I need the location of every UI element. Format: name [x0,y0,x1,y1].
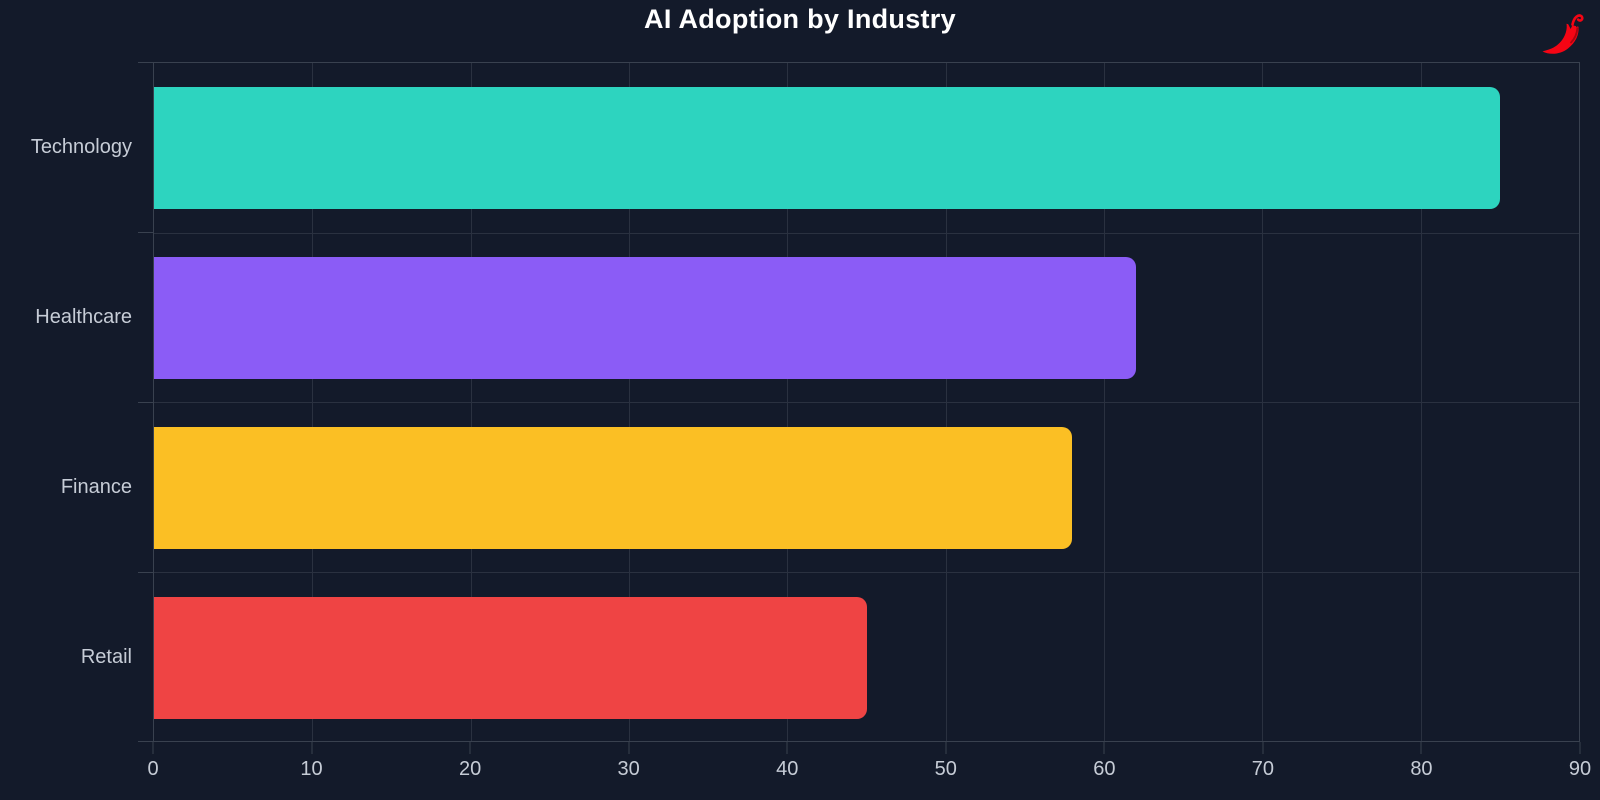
category-label-technology: Technology [30,135,132,158]
x-tick-label-30: 30 [617,758,640,780]
x-tick-mark-40 [786,742,788,754]
gridline-row-1 [154,232,1579,234]
x-tick-label-10: 10 [300,758,323,780]
bar-finance [154,427,1073,549]
x-axis: 0 10 20 30 40 50 60 70 80 90 [147,742,1591,798]
gridline-row-2 [154,402,1579,403]
category-label-retail: Retail [80,645,132,668]
x-tick-label-70: 70 [1251,758,1274,780]
y-tick-mark-4 [138,741,153,742]
x-tick-label-40: 40 [776,758,799,780]
x-tick-label-80: 80 [1410,758,1433,780]
x-tick-label-50: 50 [934,758,957,780]
x-tick-label-90: 90 [1568,758,1592,780]
x-tick-mark-60 [1103,742,1105,754]
plot-area [153,62,1580,742]
bar-healthcare [154,257,1136,379]
x-tick-mark-80 [1420,742,1422,754]
x-tick-mark-10 [311,742,313,754]
gridline-row-3 [154,571,1579,573]
chart-title: AI Adoption by Industry [644,4,956,34]
x-tick-mark-90 [1579,742,1581,754]
y-axis-labels: Technology Healthcare Finance Retail [0,62,132,742]
bar-retail [154,597,867,719]
category-label-healthcare: Healthcare [35,305,132,328]
chili-pepper-icon [1542,14,1584,54]
x-tick-mark-70 [1262,742,1264,754]
y-tick-mark-2 [138,402,153,403]
bar-technology [154,87,1500,209]
y-tick-mark-3 [138,572,153,573]
x-tick-label-20: 20 [458,758,482,780]
x-tick-label-60: 60 [1093,758,1116,780]
y-axis-ticks [138,62,153,742]
x-tick-mark-0 [152,742,154,754]
category-label-finance: Finance [60,475,132,498]
x-tick-label-0: 0 [147,758,159,780]
y-tick-mark-0 [138,62,153,63]
x-tick-mark-50 [945,742,947,754]
x-tick-mark-20 [469,742,471,754]
y-tick-mark-1 [138,232,153,233]
x-tick-mark-30 [628,742,630,754]
